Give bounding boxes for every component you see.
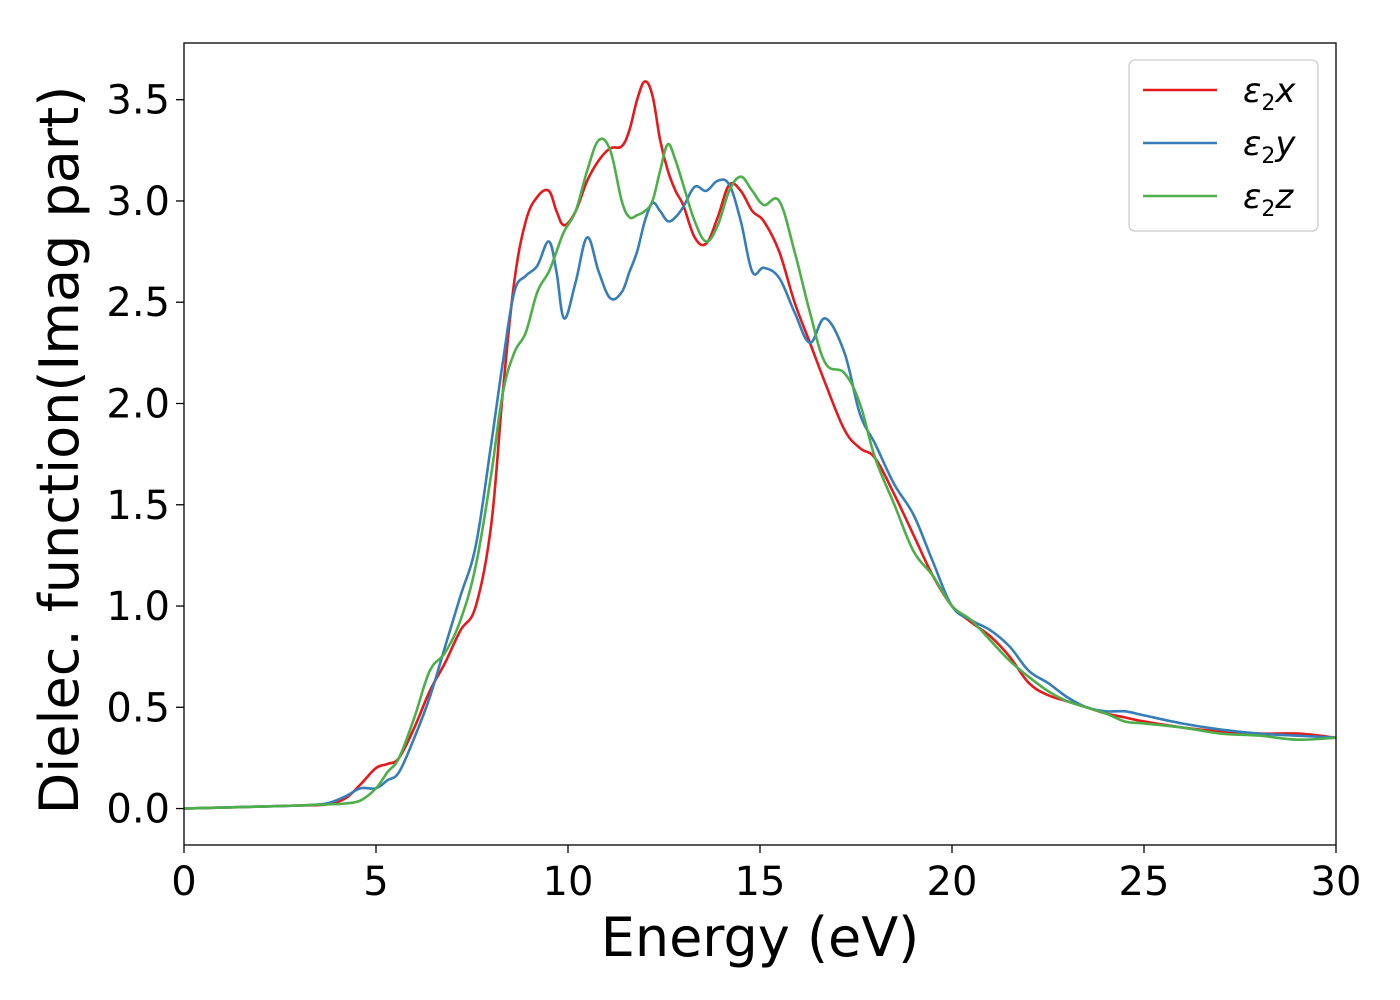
legend-label-z: ε2z	[1243, 177, 1294, 222]
x-tick-label: 15	[735, 859, 786, 905]
legend-label-axis: x	[1274, 71, 1296, 111]
y-tick-label: 2.5	[106, 280, 170, 326]
series-group	[184, 80, 1336, 810]
legend-label-axis: y	[1274, 124, 1296, 164]
y-tick-label: 1.0	[106, 584, 170, 630]
x-tick-label: 10	[543, 859, 594, 905]
x-tick-label: 25	[1119, 859, 1170, 905]
y-tick-label: 0.0	[106, 787, 170, 833]
y-tick-label: 3.5	[106, 78, 170, 124]
legend-label-subscript: 2	[1261, 197, 1275, 222]
y-axis-title: Dielec. function(Imag part)	[28, 86, 91, 815]
y-tick-label: 2.0	[106, 381, 170, 427]
axes: 0 5 10 15 20 25 30 0.0 0.5 1.0 1.5 2.0 2.5 3.0 3.5 Ener…	[28, 42, 1362, 969]
y-tick-label: 1.5	[106, 483, 170, 529]
legend-label-y: ε2y	[1243, 124, 1296, 169]
x-tick-label: 0	[171, 859, 196, 905]
legend-box	[1128, 59, 1319, 232]
legend-label-axis: z	[1274, 177, 1294, 217]
legend-label-subscript: 2	[1261, 91, 1275, 116]
legend-label-symbol: ε	[1243, 177, 1261, 217]
y-tick-label: 3.0	[106, 179, 170, 225]
series-line-z	[184, 137, 1336, 810]
y-tick-label: 0.5	[106, 685, 170, 731]
x-tick-label: 5	[363, 859, 388, 905]
legend-label-symbol: ε	[1243, 71, 1261, 111]
x-tick-label: 20	[927, 859, 978, 905]
legend-label-symbol: ε	[1243, 124, 1261, 164]
legend-label-x: ε2x	[1243, 71, 1296, 116]
series-line-y	[184, 178, 1336, 810]
x-axis-title: Energy (eV)	[601, 906, 920, 969]
x-tick-label: 30	[1311, 859, 1362, 905]
legend-label-subscript: 2	[1261, 144, 1275, 169]
